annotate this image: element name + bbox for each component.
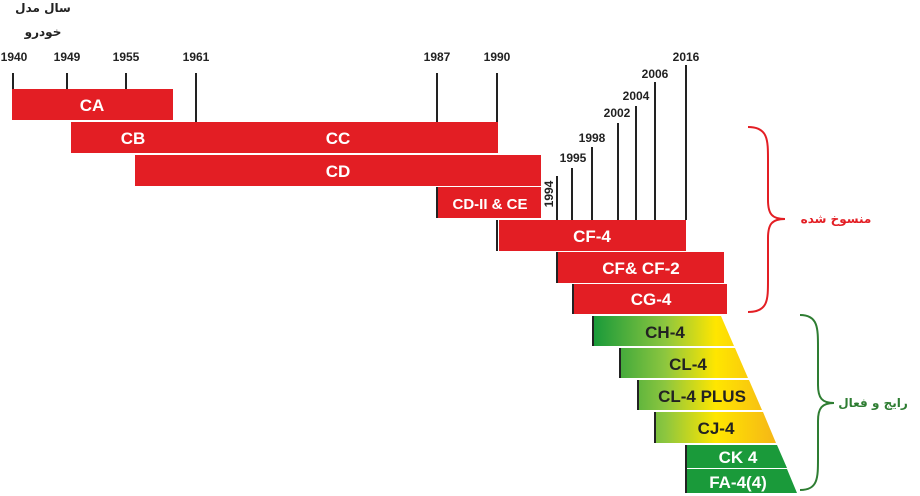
year-ticks [12, 65, 687, 493]
year-label: 1987 [424, 50, 451, 64]
obsolete-label: منسوخ شده [801, 212, 872, 227]
year-label: 1949 [54, 50, 81, 64]
header-model-year: سال مدل [15, 1, 71, 15]
year-label: 1998 [579, 131, 606, 145]
obsolete-brace-icon [747, 126, 786, 313]
label-cl-4: CL-4 [669, 355, 707, 374]
bar-cd-ii-ce [438, 187, 541, 218]
active-categories [594, 316, 797, 493]
bar-fa-4 [687, 469, 797, 493]
year-label: 1995 [560, 151, 587, 165]
year-label: 2002 [604, 106, 631, 120]
year-label: 1940 [1, 50, 28, 64]
label-ch-4: CH-4 [645, 323, 685, 342]
year-label: 1990 [484, 50, 511, 64]
bar-cl-4 [621, 348, 748, 378]
label-cb: CB [121, 129, 146, 148]
bar-cl-4-plus [639, 380, 762, 410]
label-cd: CD [326, 162, 351, 181]
bar-ck-4 [687, 445, 787, 468]
year-label: 1961 [183, 50, 210, 64]
label-cf-cf-2: CF& CF-2 [602, 259, 679, 278]
year-label: 2004 [623, 89, 650, 103]
year-label: 1955 [113, 50, 140, 64]
bar-cg-4 [574, 284, 727, 314]
label-ck-4: CK 4 [719, 448, 758, 467]
obsolete-categories [12, 89, 727, 314]
header-vehicle: خودرو [24, 25, 62, 40]
bar-cd [135, 155, 541, 186]
bar-ch-4 [594, 316, 734, 346]
bar-cj-4 [656, 412, 776, 443]
label-ca: CA [80, 96, 105, 115]
year-label: 2006 [642, 67, 669, 81]
label-cf-4: CF-4 [573, 227, 611, 246]
year-label: 2016 [673, 50, 700, 64]
label-cg-4: CG-4 [631, 290, 672, 309]
bar-cf-4 [499, 220, 686, 251]
active-label: رایج و فعال [838, 396, 908, 411]
label-cl-4-plus: CL-4 PLUS [658, 387, 746, 406]
active-brace-icon [799, 314, 835, 491]
label-cd-ii-ce: CD-II & CE [453, 196, 528, 213]
label-cc: CC [326, 129, 351, 148]
bar-cf-cf-2 [558, 252, 724, 283]
bar-cb-cc [71, 122, 498, 153]
year-label: 1994 [542, 180, 556, 207]
label-cj-4: CJ-4 [698, 419, 735, 438]
label-fa-4: FA-4(4) [709, 473, 767, 492]
bar-ca [12, 89, 173, 120]
